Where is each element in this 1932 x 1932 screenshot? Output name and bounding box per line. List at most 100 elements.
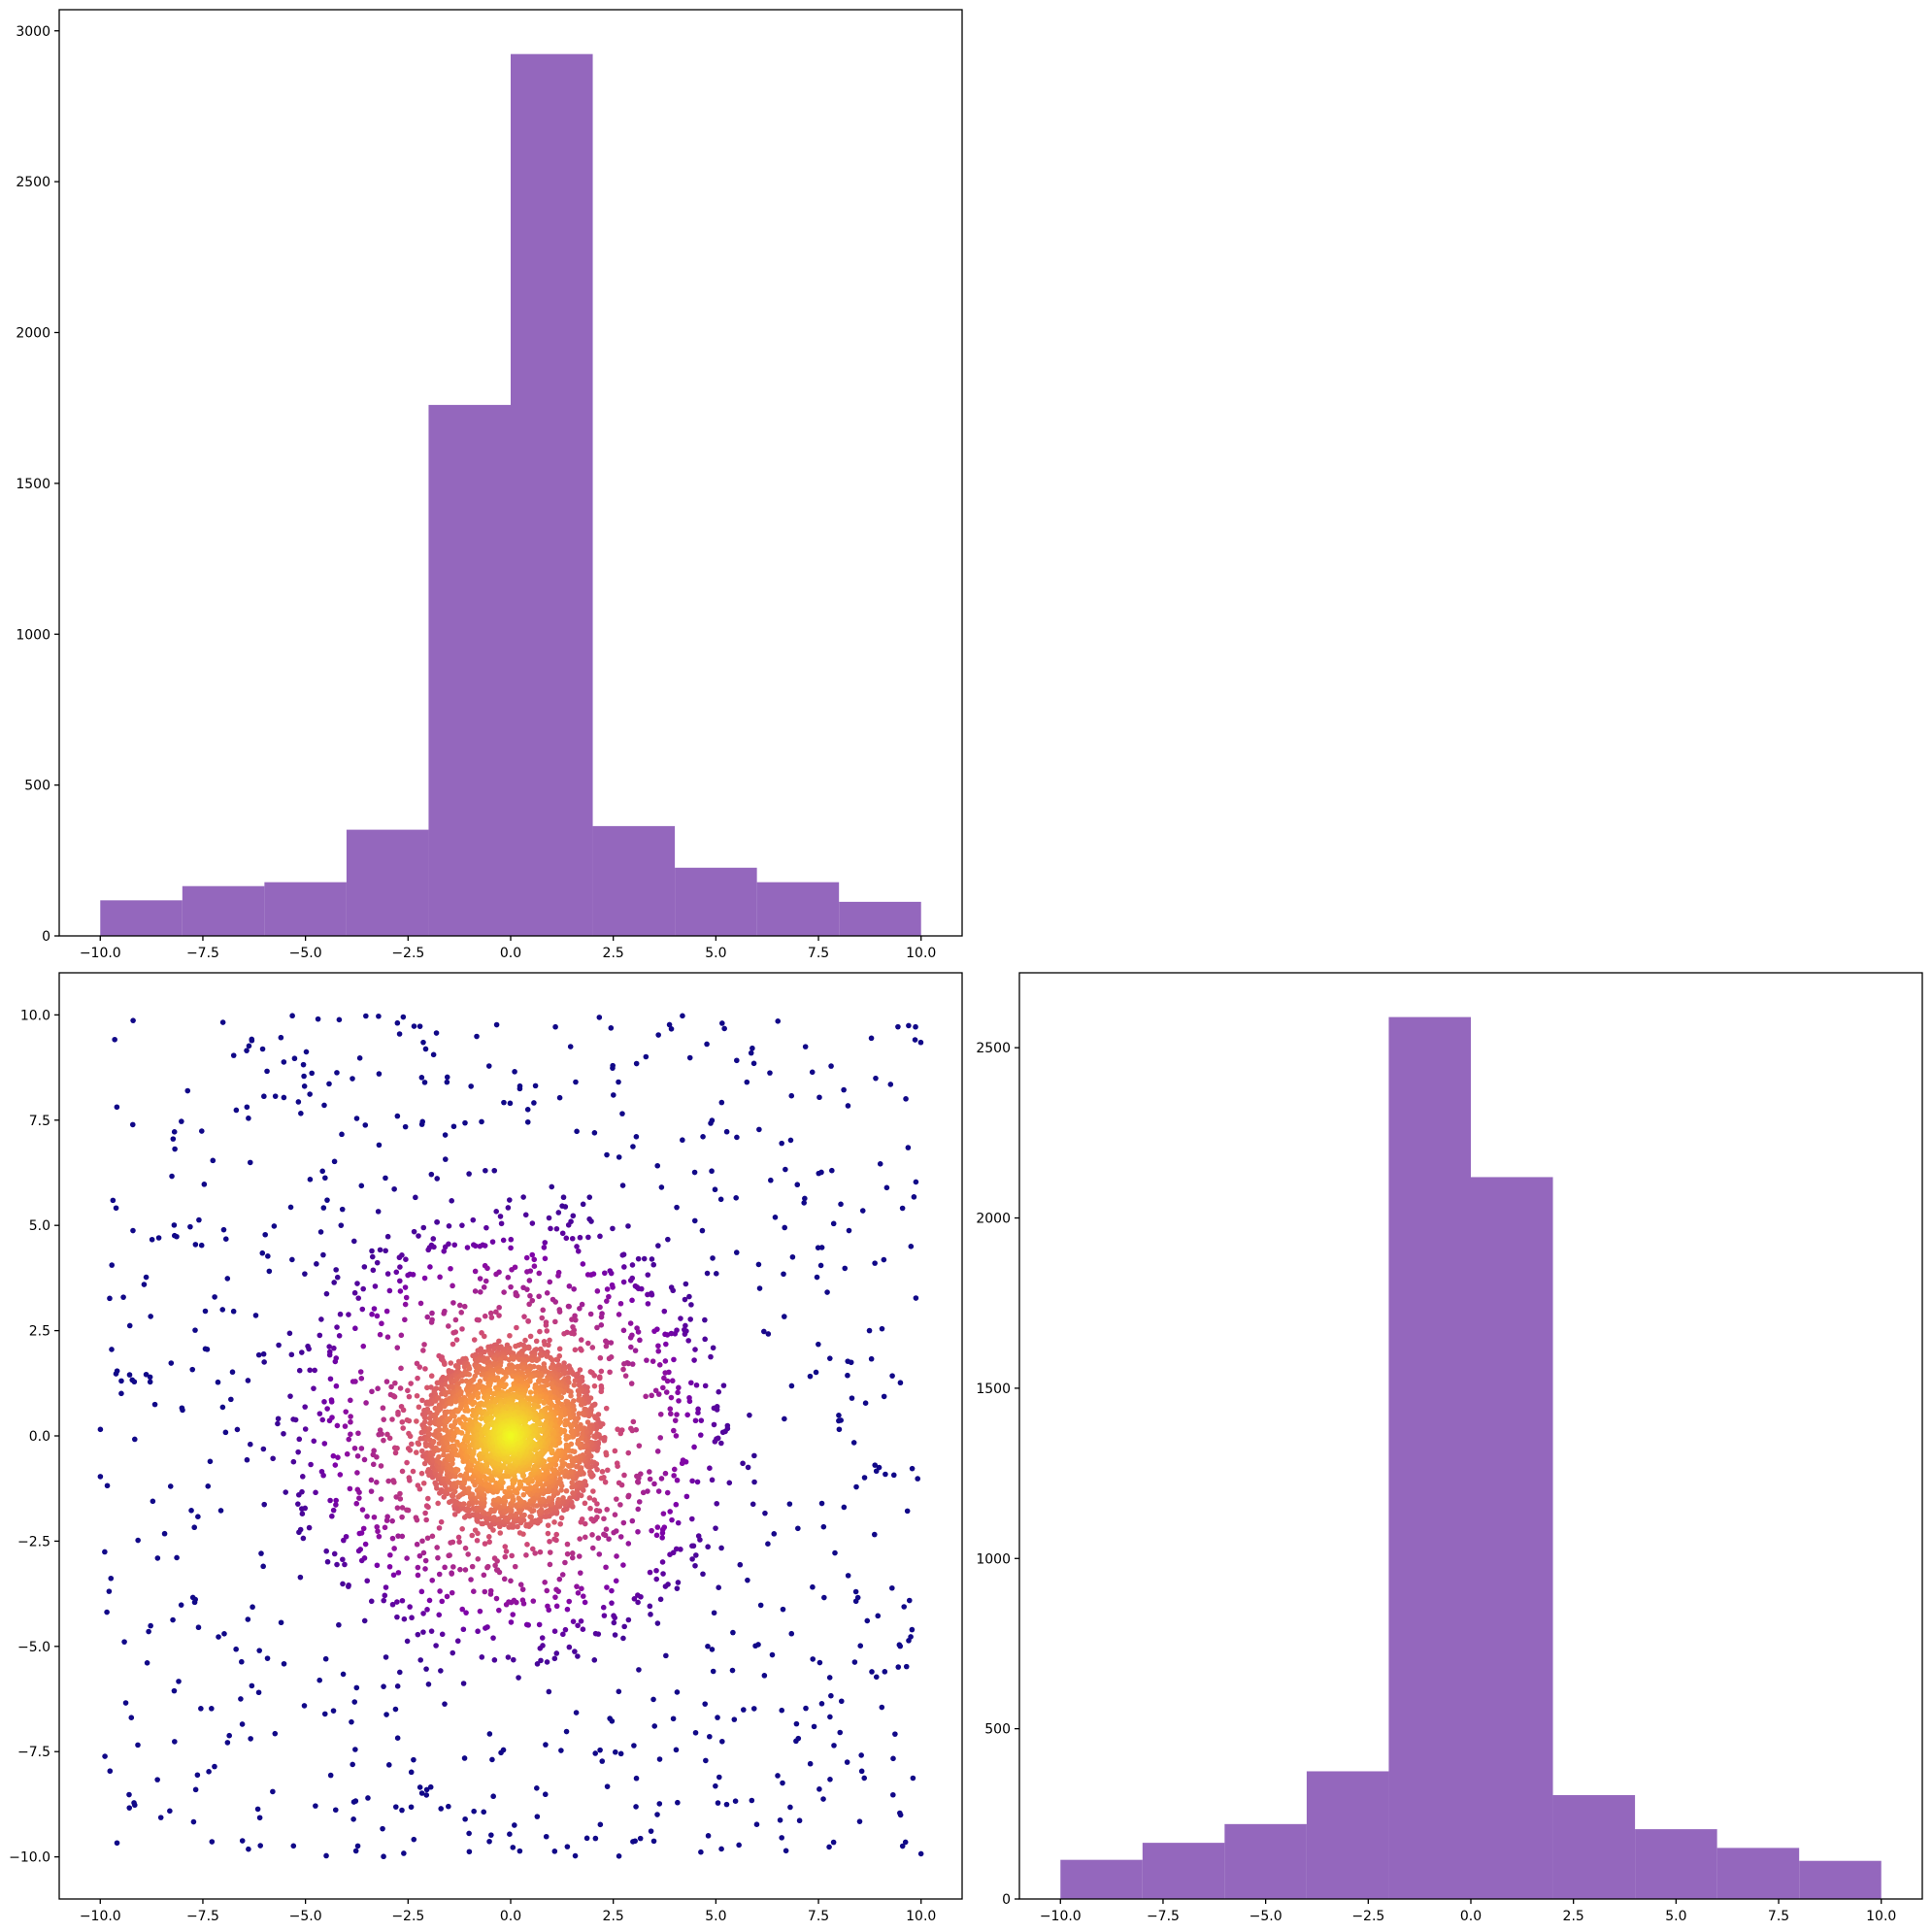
scatter-point: [405, 1387, 411, 1394]
scatter-point: [457, 1405, 463, 1412]
scatter-point: [219, 1404, 226, 1411]
scatter-point: [615, 1426, 620, 1433]
scatter-point: [617, 1300, 624, 1307]
scatter-point: [491, 1167, 498, 1174]
scatter-point: [370, 1267, 377, 1274]
scatter-point: [461, 1501, 467, 1507]
scatter-point: [786, 1501, 793, 1507]
scatter-point: [489, 1756, 495, 1763]
scatter-point: [588, 1218, 594, 1224]
scatter-point: [710, 1668, 716, 1675]
scatter-point: [850, 1440, 857, 1446]
scatter-point: [501, 1099, 507, 1106]
scatter-point: [591, 1657, 598, 1663]
scatter-point: [588, 1516, 594, 1522]
scatter-point: [315, 1016, 321, 1022]
scatter-point: [449, 1570, 454, 1577]
scatter-point: [817, 1262, 824, 1269]
scatter-point: [429, 1577, 436, 1583]
scatter-point: [572, 1347, 579, 1353]
scatter-point: [562, 1506, 568, 1513]
scatter-point: [290, 1458, 297, 1465]
y-tick-label: 10.0: [20, 1008, 50, 1023]
scatter-point: [658, 1476, 665, 1482]
scatter-point: [795, 1525, 801, 1532]
scatter-point: [330, 1452, 337, 1459]
scatter-point: [171, 1129, 178, 1135]
scatter-point: [917, 1039, 924, 1046]
scatter-point: [462, 1416, 469, 1422]
histogram-bar: [756, 882, 840, 936]
scatter-point: [360, 1343, 367, 1349]
scatter-point: [316, 1677, 322, 1683]
scatter-point: [143, 1274, 150, 1281]
y-tick-label: 1000: [16, 627, 50, 643]
scatter-point: [552, 1299, 559, 1305]
scatter-point: [859, 1208, 866, 1214]
scatter-point: [543, 1833, 550, 1840]
scatter-point: [617, 1502, 623, 1508]
scatter-point: [114, 1368, 120, 1374]
scatter-point: [473, 1416, 479, 1422]
scatter-point: [419, 1397, 425, 1404]
scatter-point: [421, 1342, 427, 1348]
scatter-point: [463, 1610, 469, 1616]
scatter-point: [619, 1252, 626, 1258]
scatter-point: [383, 1248, 388, 1254]
scatter-point: [118, 1390, 124, 1397]
scatter-point: [255, 1351, 262, 1358]
scatter-point: [715, 1715, 720, 1720]
scatter-point: [698, 1849, 704, 1855]
scatter-point: [648, 1612, 653, 1617]
scatter-point: [775, 1018, 782, 1024]
scatter-point: [684, 1412, 690, 1418]
scatter-point: [451, 1512, 458, 1517]
scatter-point: [204, 1347, 211, 1352]
scatter-point: [566, 1644, 573, 1650]
scatter-point: [206, 1769, 212, 1775]
scatter-point: [604, 1298, 610, 1304]
scatter-point: [337, 1472, 344, 1478]
scatter-point: [569, 1480, 575, 1485]
scatter-point: [313, 1803, 318, 1809]
scatter-point: [682, 1296, 688, 1303]
scatter-point: [520, 1194, 526, 1200]
scatter-point: [526, 1301, 532, 1308]
scatter-point: [358, 1376, 365, 1382]
scatter-point: [198, 1128, 205, 1134]
scatter-point: [633, 1134, 640, 1140]
histogram-bar: [1552, 1795, 1636, 1899]
scatter-point: [394, 1683, 401, 1689]
scatter-point: [550, 1492, 557, 1499]
scatter-point: [853, 1483, 859, 1490]
scatter-point: [458, 1430, 465, 1436]
scatter-point: [399, 1468, 406, 1475]
scatter-point: [622, 1373, 629, 1379]
histogram-bar: [428, 405, 511, 936]
scatter-point: [691, 1217, 698, 1224]
scatter-point: [374, 1313, 381, 1319]
scatter-point: [109, 1262, 116, 1268]
scatter-point: [261, 1359, 267, 1365]
scatter-point: [419, 1538, 425, 1545]
scatter-point: [428, 1384, 434, 1390]
scatter-point: [481, 1572, 487, 1579]
scatter-point: [507, 1831, 513, 1838]
scatter-point: [625, 1449, 632, 1456]
scatter-point: [192, 1786, 199, 1793]
scatter-point: [129, 1121, 136, 1128]
scatter-point: [149, 1236, 155, 1243]
scatter-point: [334, 1422, 341, 1429]
scatter-point: [845, 1103, 851, 1109]
scatter-point: [578, 1401, 584, 1408]
scatter-point: [569, 1483, 575, 1490]
scatter-point: [575, 1590, 582, 1596]
scatter-point: [607, 1715, 613, 1721]
scatter-point: [396, 1254, 403, 1261]
scatter-point: [539, 1315, 546, 1321]
scatter-point: [174, 1233, 180, 1240]
scatter-point: [209, 1839, 216, 1845]
scatter-point: [481, 1333, 487, 1340]
scatter-point: [130, 1227, 136, 1234]
scatter-point: [660, 1571, 666, 1577]
